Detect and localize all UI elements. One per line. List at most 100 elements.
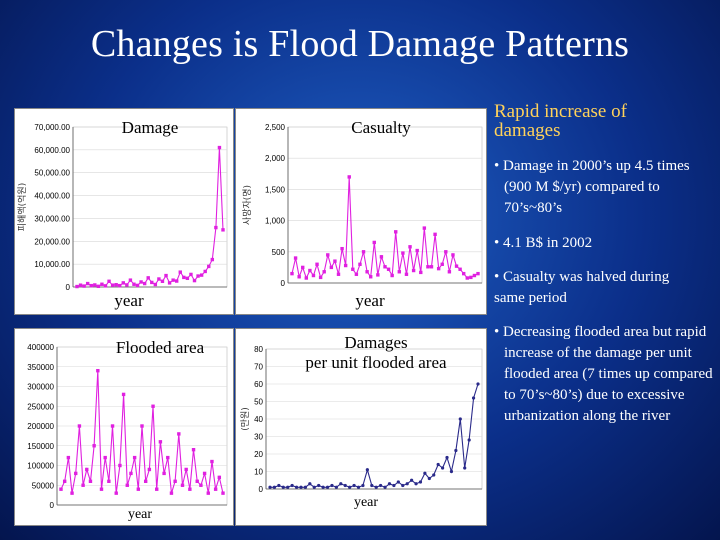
data-point: [143, 479, 148, 483]
y-tick-label: 80: [254, 345, 263, 354]
data-point: [390, 273, 394, 278]
bullet-item: • 4.1 B$ in 2002: [494, 235, 593, 251]
data-point: [325, 485, 330, 489]
data-point: [81, 483, 85, 487]
y-tick-label: 250000: [27, 402, 54, 411]
data-point: [114, 283, 118, 287]
damage-chart: 0 10,000.00 20,000.00 30,000.00 40,000.00 50,…: [16, 123, 228, 292]
bullet-item: • Damage in 2000’s up 4.5 times (900 M $…: [494, 158, 690, 216]
data-point: [463, 466, 467, 470]
data-point: [386, 267, 391, 271]
data-point: [129, 471, 133, 476]
data-point: [192, 278, 197, 283]
data-point: [297, 275, 301, 279]
data-point: [299, 485, 303, 489]
data-point: [432, 473, 436, 477]
data-point: [167, 281, 172, 285]
data-point: [312, 485, 316, 489]
data-point: [103, 284, 108, 288]
data-point: [277, 483, 281, 488]
y-tick-label: 10: [254, 468, 263, 477]
plot-area: [72, 126, 228, 288]
y-axis-label: 사망자(명): [242, 185, 253, 225]
data-point: [140, 424, 144, 428]
data-point: [339, 482, 343, 486]
y-tick-label: 1,500: [265, 185, 286, 194]
damage-chart-panel: 0 10,000.00 20,000.00 30,000.00 40,000.00 50,…: [14, 108, 234, 315]
y-tick-label: 40,000.00: [34, 192, 70, 201]
data-point: [336, 272, 341, 276]
data-point: [427, 476, 431, 481]
data-point: [128, 278, 133, 282]
y-tick-label: 0: [50, 501, 55, 510]
data-point: [180, 483, 185, 487]
data-point: [458, 417, 462, 421]
y-axis-label: 피해액(억원): [16, 183, 28, 231]
data-point: [379, 483, 383, 488]
data-point: [401, 251, 405, 255]
data-point: [203, 269, 207, 274]
y-tick-label: 0: [259, 485, 264, 494]
y-axis-label: (만원): [240, 407, 251, 431]
data-point: [110, 424, 115, 428]
data-point: [315, 262, 319, 266]
y-tick-label: 20: [254, 450, 263, 459]
data-point: [458, 267, 462, 271]
flooded-area-x-label: year: [127, 507, 153, 522]
data-point: [96, 284, 101, 289]
data-point: [449, 469, 454, 474]
data-point: [408, 245, 412, 249]
data-point: [423, 471, 427, 475]
data-point: [433, 232, 437, 237]
bullet-item: • Decreasing flooded area but rapid incr…: [494, 324, 713, 424]
data-point: [196, 274, 200, 278]
data-point: [100, 282, 104, 286]
y-tick-label: 350000: [27, 363, 54, 372]
data-point: [368, 275, 373, 279]
y-tick-label: 50: [254, 398, 263, 407]
data-point: [348, 485, 352, 489]
y-tick-label: 200000: [27, 422, 54, 431]
data-point: [467, 438, 471, 442]
data-point: [440, 262, 444, 266]
data-point: [472, 273, 477, 278]
y-tick-label: 100000: [27, 462, 54, 471]
data-point: [376, 273, 380, 277]
data-point: [465, 276, 469, 280]
data-point: [304, 276, 309, 280]
data-point: [343, 263, 348, 268]
y-tick-label: 0: [281, 279, 286, 288]
data-point: [419, 270, 423, 275]
data-point: [387, 482, 392, 486]
y-tick-label: 150000: [27, 442, 54, 451]
data-point: [147, 467, 152, 472]
data-point: [99, 487, 104, 491]
data-point: [370, 483, 374, 488]
data-point: [85, 281, 90, 286]
data-point: [221, 228, 225, 232]
y-tick-label: 50000: [32, 481, 55, 490]
data-point: [89, 283, 93, 288]
data-point: [66, 455, 71, 460]
data-point: [272, 485, 277, 489]
casualty-chart-panel: 0 500 1,000 1,500 2,000 2,500 사망자(명) Casualty …: [235, 108, 487, 315]
data-point: [217, 145, 222, 150]
data-point: [322, 270, 326, 274]
data-point: [118, 283, 122, 288]
data-point: [301, 265, 305, 270]
y-tick-label: 70: [254, 363, 263, 372]
data-point: [213, 487, 218, 491]
data-point: [379, 255, 384, 259]
data-point: [132, 455, 137, 460]
data-point: [153, 282, 158, 287]
casualty-chart-title: Casualty: [351, 118, 411, 137]
data-point: [352, 483, 356, 488]
data-point: [178, 270, 182, 274]
data-point: [471, 396, 476, 400]
data-point: [191, 448, 196, 452]
data-point: [199, 273, 204, 277]
data-point: [365, 270, 369, 274]
data-point: [351, 267, 355, 271]
data-point: [268, 485, 272, 489]
data-point: [451, 253, 455, 257]
